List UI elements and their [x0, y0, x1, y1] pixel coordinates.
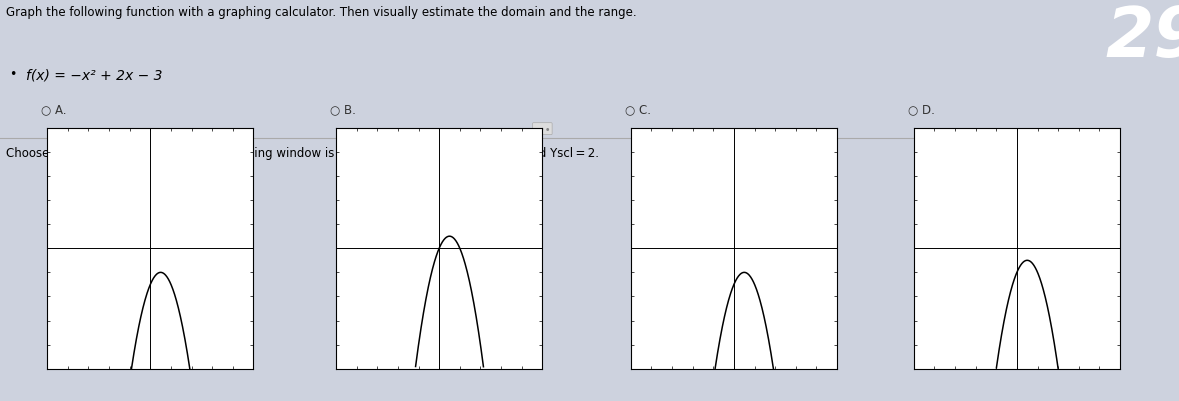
Text: •••: ••• — [534, 124, 551, 134]
Text: ○ A.: ○ A. — [41, 103, 67, 116]
Text: Graph the following function with a graphing calculator. Then visually estimate : Graph the following function with a grap… — [6, 6, 637, 19]
Text: ○ C.: ○ C. — [625, 103, 651, 116]
Text: Choose the correct graph below. The viewing window is [−10,10,−10,10], with Xscl: Choose the correct graph below. The view… — [6, 146, 599, 159]
Text: •: • — [9, 68, 17, 81]
Text: 29: 29 — [1106, 4, 1179, 71]
Text: ○ D.: ○ D. — [908, 103, 935, 116]
Text: f(x) = −x² + 2x − 3: f(x) = −x² + 2x − 3 — [26, 68, 163, 82]
Text: ○ B.: ○ B. — [330, 103, 356, 116]
